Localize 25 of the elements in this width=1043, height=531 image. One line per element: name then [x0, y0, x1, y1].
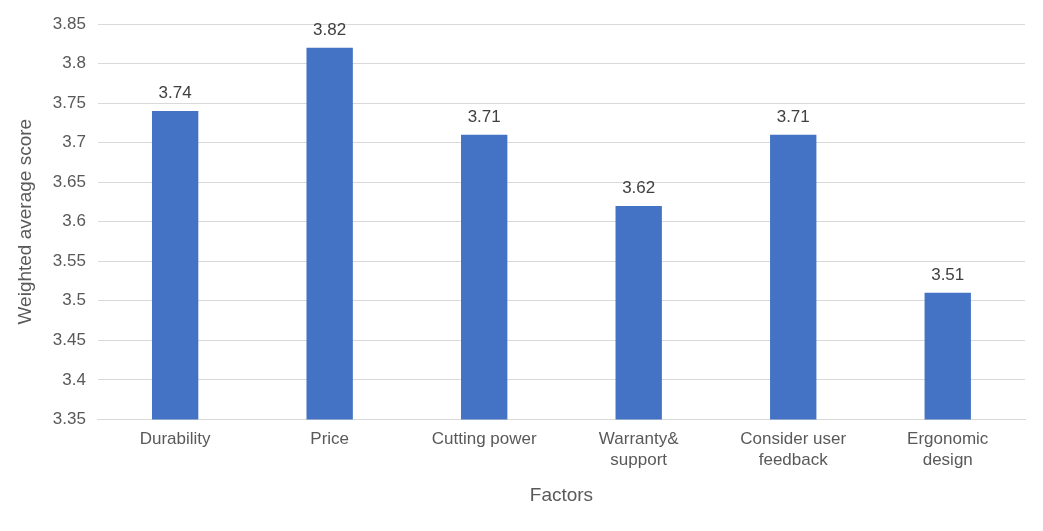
- data-label: 3.62: [622, 178, 656, 198]
- x-tick-label: Ergonomic design: [907, 429, 989, 469]
- data-label: 3.71: [467, 106, 501, 126]
- data-label: 3.71: [776, 106, 810, 126]
- y-tick-label: 3.35: [52, 409, 86, 429]
- y-tick-label: 3.55: [52, 250, 86, 270]
- y-tick-label: 3.4: [62, 369, 86, 389]
- x-axis-title: Factors: [529, 483, 594, 505]
- x-tick-label: Price: [310, 429, 350, 449]
- y-tick-label: 3.7: [62, 132, 86, 152]
- x-tick-label: Cutting power: [431, 429, 537, 449]
- x-tick-label: Warranty& support: [598, 429, 680, 469]
- y-tick-label: 3.8: [62, 53, 86, 73]
- y-tick-label: 3.85: [52, 13, 86, 33]
- x-tick-label: Durability: [139, 429, 212, 449]
- y-tick-label: 3.45: [52, 330, 86, 350]
- data-label: 3.51: [931, 265, 965, 285]
- data-label: 3.82: [313, 19, 347, 39]
- y-tick-label: 3.75: [52, 92, 86, 112]
- data-label: 3.74: [158, 83, 192, 103]
- y-tick-label: 3.65: [52, 171, 86, 191]
- y-axis-title: Weighted average score: [13, 118, 35, 325]
- y-tick-label: 3.5: [62, 290, 86, 310]
- y-tick-label: 3.6: [62, 211, 86, 231]
- x-tick-label: Consider user feedback: [740, 429, 847, 469]
